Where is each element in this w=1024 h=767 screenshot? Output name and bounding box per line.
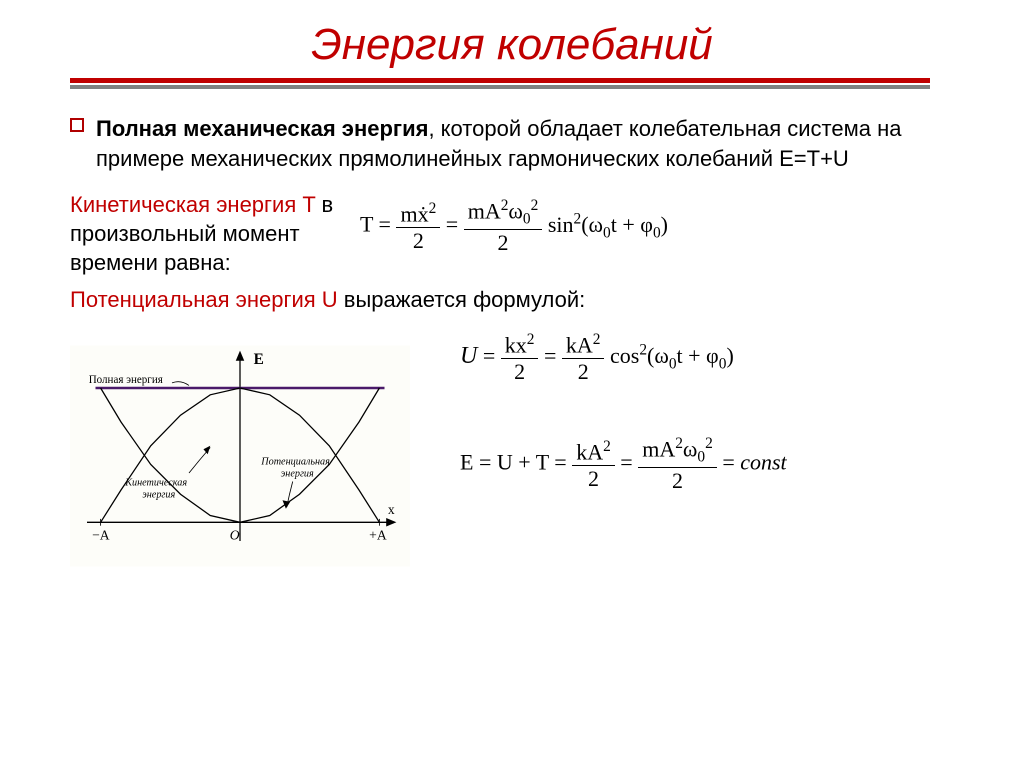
- kinetic-label: Кинетическая энергия T в произвольный мо…: [70, 191, 360, 277]
- eq-sign-6: =: [722, 450, 740, 475]
- kin-trig: sin2(ω0t + φ0): [548, 212, 668, 237]
- x-left-label: −A: [92, 527, 110, 542]
- pot-frac1: kx2 2: [501, 331, 539, 385]
- pot-trig: cos2(ω0t + φ0): [610, 343, 734, 368]
- pot-U: U: [460, 343, 477, 369]
- eq-sign-4: =: [544, 343, 562, 368]
- intro-text: Полная механическая энергия, которой обл…: [96, 114, 954, 173]
- legend-potential-l1: Потенциальная: [260, 457, 330, 468]
- kin-frac2-num: mA2ω02: [464, 197, 543, 230]
- tot-frac1: kA2 2: [572, 438, 615, 492]
- tot-E: E = U + T =: [460, 450, 572, 475]
- tot-frac1-den: 2: [572, 466, 615, 492]
- potential-formula: U = kx2 2 = kA2 2 cos2(ω0t + φ0): [460, 331, 984, 385]
- x-origin-label: O: [230, 527, 240, 542]
- kinetic-formula: T = mẋ2 2 = mA2ω02 2 sin2(ω0t + φ0): [360, 191, 954, 277]
- divider-gray: [70, 85, 930, 89]
- pot-frac1-den: 2: [501, 359, 539, 385]
- kin-frac1: mẋ2 2: [396, 200, 440, 254]
- right-formulas: U = kx2 2 = kA2 2 cos2(ω0t + φ0) E = U +…: [410, 331, 984, 581]
- energy-graph: E −A O +A x Полная энергия Кинетическая …: [70, 331, 410, 581]
- title-divider: [70, 78, 930, 90]
- tot-frac2-den: 2: [638, 468, 717, 494]
- legend-potential-l2: энергия: [281, 469, 314, 480]
- kin-frac2: mA2ω02 2: [464, 197, 543, 256]
- intro-bold: Полная механическая энергия: [96, 116, 428, 141]
- pot-frac2-num: kA2: [562, 331, 605, 359]
- kinetic-red: Кинетическая энергия T: [70, 192, 315, 217]
- x-axis-label: x: [388, 502, 395, 517]
- total-formula: E = U + T = kA2 2 = mA2ω02 2 = const: [460, 435, 984, 494]
- slide-title: Энергия колебаний: [0, 20, 1024, 70]
- eq-sign-2: =: [446, 212, 464, 237]
- legend-total: Полная энергия: [89, 374, 163, 386]
- kin-frac1-num: mẋ2: [396, 200, 440, 228]
- title-text: Энергия колебаний: [311, 20, 713, 69]
- potential-label-row: Потенциальная энергия U выражается форму…: [70, 287, 954, 313]
- bottom-row: E −A O +A x Полная энергия Кинетическая …: [70, 331, 984, 581]
- x-right-label: +A: [369, 527, 387, 542]
- bullet-square-icon: [70, 118, 84, 132]
- graph-svg: E −A O +A x Полная энергия Кинетическая …: [70, 331, 410, 581]
- legend-kinetic-l1: Кинетическая: [124, 478, 187, 489]
- tot-frac2-num: mA2ω02: [638, 435, 717, 468]
- potential-rest: выражается формулой:: [338, 287, 586, 312]
- pot-frac2: kA2 2: [562, 331, 605, 385]
- kin-frac1-den: 2: [396, 228, 440, 254]
- y-axis-label: E: [254, 351, 264, 368]
- tot-const: const: [740, 450, 786, 475]
- pot-frac2-den: 2: [562, 359, 605, 385]
- tot-frac1-num: kA2: [572, 438, 615, 466]
- potential-red: Потенциальная энергия U: [70, 287, 338, 312]
- pot-frac1-num: kx2: [501, 331, 539, 359]
- divider-red: [70, 78, 930, 83]
- legend-kinetic-l2: энергия: [142, 490, 175, 501]
- eq-sign-3: =: [483, 343, 501, 368]
- eq-sign-5: =: [620, 450, 638, 475]
- intro-paragraph: Полная механическая энергия, которой обл…: [70, 114, 954, 173]
- eq-sign-1: =: [379, 212, 397, 237]
- kin-frac2-den: 2: [464, 230, 543, 256]
- tot-frac2: mA2ω02 2: [638, 435, 717, 494]
- kin-T: T: [360, 212, 373, 237]
- kinetic-row: Кинетическая энергия T в произвольный мо…: [70, 191, 954, 277]
